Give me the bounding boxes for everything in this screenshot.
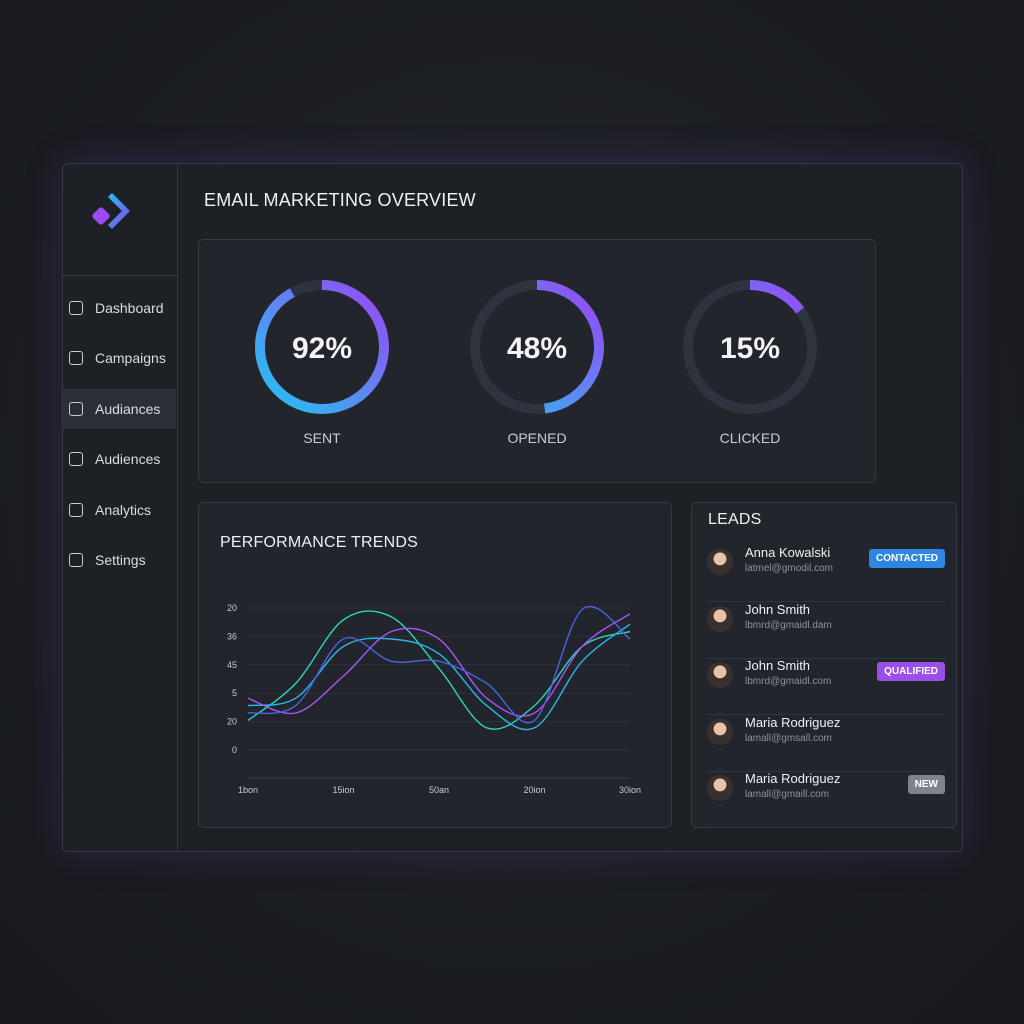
lead-row: Anna Kowalski latmel@gmodil.com CONTACTED [707, 545, 945, 602]
nav-item[interactable]: Settings [63, 540, 176, 580]
gauge-value: 15% [720, 332, 780, 365]
lead-email: lamall@gmsall.com [745, 732, 832, 744]
trends-chart: 20 36 45 5 20 0 1bon 15ion 50an 20ion 30ion [227, 603, 641, 795]
nav-label: Audiences [95, 451, 161, 468]
gauge-value: 48% [507, 332, 567, 365]
lead-row: John Smith lbmrd@gmaidl.dam [707, 602, 945, 659]
x-tick-label: 30ion [619, 785, 641, 795]
gauge-arc [683, 280, 817, 414]
x-tick-label: 50an [429, 785, 449, 795]
avatar [707, 605, 733, 632]
nav-label: Campaigns [95, 350, 166, 367]
nav-icon [69, 401, 83, 416]
logo [92, 193, 130, 229]
lead-name: Maria Rodriguez [745, 714, 841, 730]
avatar [707, 662, 733, 689]
nav-item[interactable]: Campaigns [63, 338, 176, 378]
lead-name: Anna Kowalski [745, 545, 831, 560]
avatar [707, 718, 733, 745]
lead-row: John Smith lbmrd@gmaidl.com QUALIFIED [707, 658, 945, 716]
trends-title: PERFORMANCE TRENDS [220, 534, 418, 551]
lead-row: Maria Rodriguez lamall@gmaill.com NEW [707, 771, 945, 829]
nav-label: Settings [95, 552, 146, 568]
status-badge: CONTACTED [868, 549, 945, 568]
nav-label: Audiances [95, 400, 161, 417]
lead-email: latmel@gmodil.com [745, 563, 833, 574]
y-tick-label: 5 [232, 688, 237, 698]
trend-line [247, 610, 631, 730]
nav-item[interactable]: Audiances [63, 388, 176, 429]
status-badge: NEW [907, 775, 945, 795]
nav-icon [69, 553, 83, 567]
nav-item[interactable]: Dashboard [63, 288, 176, 328]
nav-item[interactable]: Analytics [63, 490, 176, 530]
gauges: 92% SENT 48% OPENED 15% CLICKED [255, 280, 817, 446]
x-tick-label: 1bon [238, 785, 258, 795]
gauge-arc [470, 280, 604, 414]
trend-line [247, 623, 631, 731]
gauge-label: OPENED [507, 430, 566, 446]
nav-item[interactable]: Audiences [63, 439, 176, 479]
nav-icon [69, 502, 83, 517]
y-tick-label: 45 [227, 660, 237, 670]
gauge-label: CLICKED [720, 430, 781, 446]
y-tick-label: 20 [227, 717, 237, 727]
leads-title: LEADS [708, 511, 762, 528]
x-tick-label: 20ion [523, 785, 545, 795]
trend-line [247, 605, 631, 724]
nav-label: Dashboard [95, 300, 164, 316]
y-tick-label: 36 [227, 631, 237, 641]
x-tick-label: 15ion [332, 785, 354, 795]
sidebar [62, 163, 178, 851]
lead-email: lbmrd@gmaidl.com [745, 676, 832, 688]
page-title: EMAIL MARKETING OVERVIEW [204, 190, 476, 210]
trend-line [247, 613, 631, 717]
nav-icon [69, 301, 83, 315]
lead-name: John Smith [745, 601, 811, 617]
nav-icon [69, 351, 83, 366]
status-badge: QUALIFIED [877, 662, 945, 682]
gauge-value: 92% [292, 332, 352, 365]
lead-email: lbmrd@gmaidl.dam [745, 619, 832, 631]
lead-name: John Smith [745, 658, 811, 674]
avatar [707, 775, 733, 802]
gauge-arc [255, 280, 389, 414]
nav-label: Analytics [95, 501, 152, 518]
avatar [707, 549, 733, 575]
y-tick-label: 20 [227, 603, 237, 613]
lead-row: Maria Rodriguez lamall@gmsall.com [707, 715, 945, 772]
lead-name: Maria Rodriguez [745, 771, 841, 787]
y-tick-label: 0 [232, 745, 237, 755]
gauge-card [198, 239, 876, 483]
lead-email: lamall@gmaill.com [745, 789, 830, 801]
nav-icon [69, 452, 83, 467]
gauge-label: SENT [303, 430, 341, 446]
